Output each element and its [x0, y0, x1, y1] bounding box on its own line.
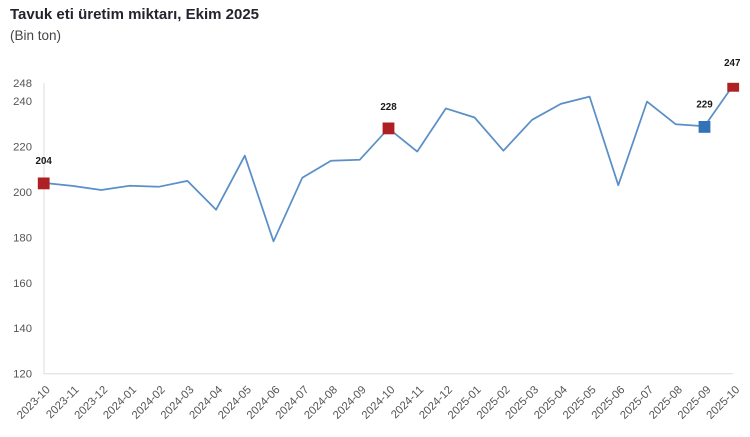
svg-text:229: 229 — [696, 99, 713, 110]
svg-text:180: 180 — [13, 232, 32, 244]
svg-text:248: 248 — [13, 78, 32, 90]
svg-text:240: 240 — [13, 96, 32, 108]
svg-text:228: 228 — [380, 102, 397, 113]
svg-text:204: 204 — [36, 156, 53, 167]
svg-text:120: 120 — [13, 369, 32, 381]
svg-text:Tavuk eti üretim miktarı, Ekim: Tavuk eti üretim miktarı, Ekim 2025 — [10, 6, 259, 23]
svg-text:247: 247 — [724, 58, 741, 69]
svg-text:(Bin ton): (Bin ton) — [10, 28, 61, 43]
svg-text:160: 160 — [13, 278, 32, 290]
svg-text:200: 200 — [13, 187, 32, 199]
svg-text:220: 220 — [13, 142, 32, 154]
svg-text:140: 140 — [13, 323, 32, 335]
